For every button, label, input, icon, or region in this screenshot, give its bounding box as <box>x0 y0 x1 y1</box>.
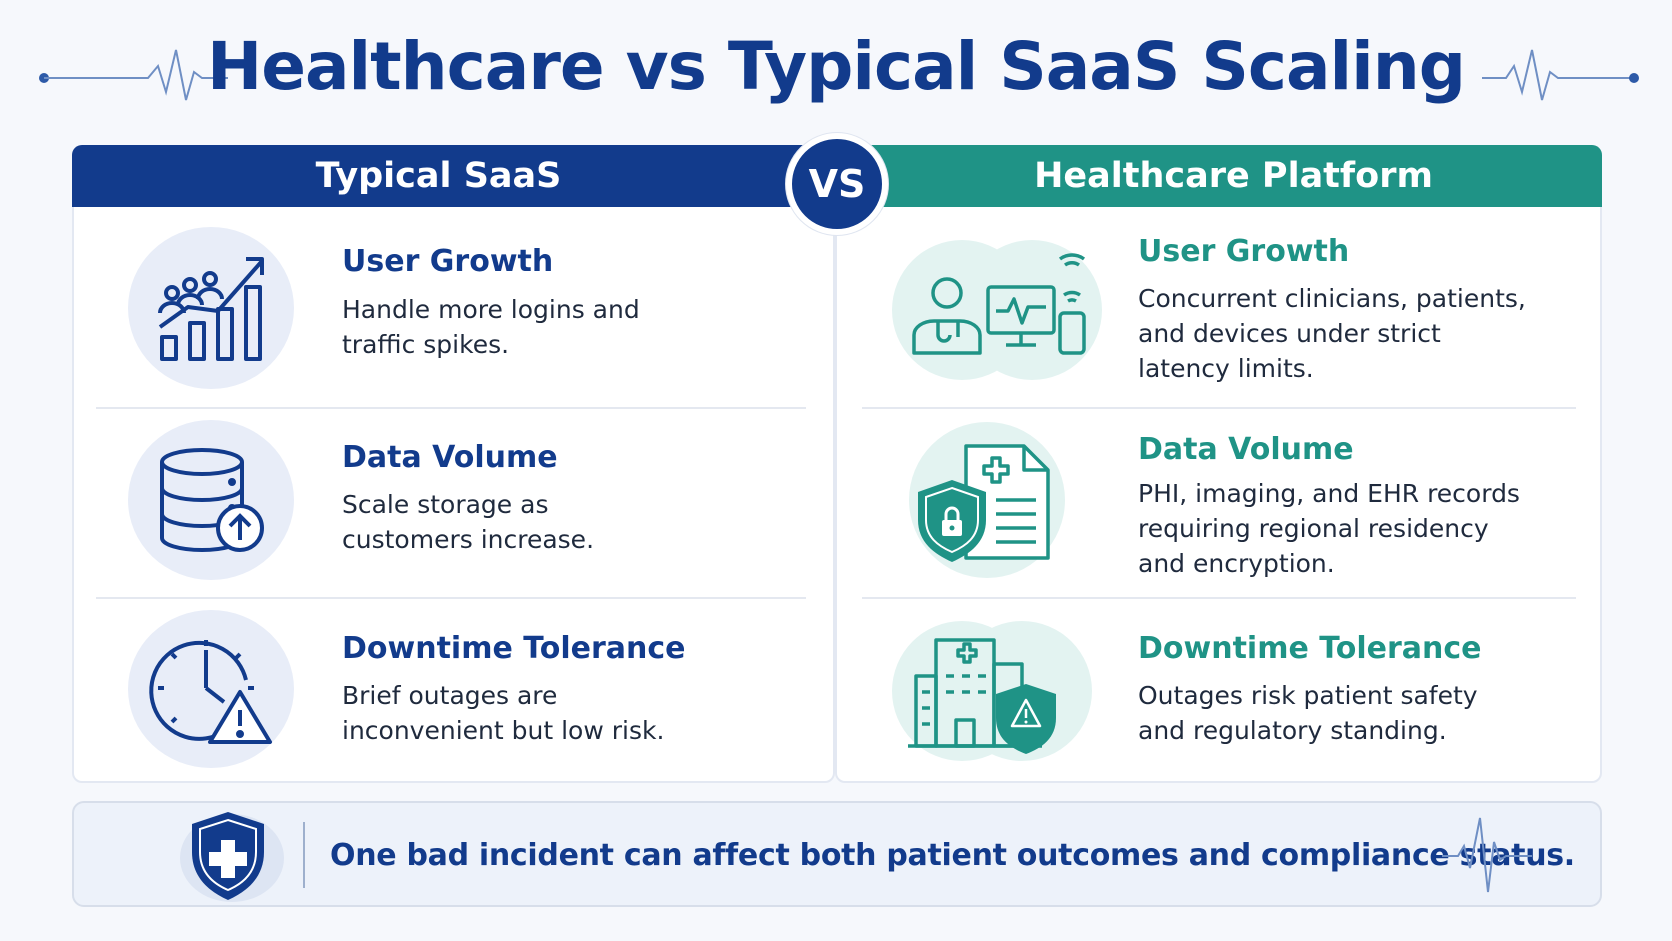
growth-chart-users-icon <box>128 227 294 389</box>
column-header-label: Typical SaaS <box>315 156 562 196</box>
typical-saas-header: Typical SaaS <box>72 145 835 207</box>
row-divider <box>862 407 1576 409</box>
row-description: Scale storage as customers increase. <box>342 490 595 554</box>
row-divider <box>862 597 1576 599</box>
heartbeat-line-icon <box>39 49 228 101</box>
shield-medical-record-icon <box>892 422 1082 578</box>
medical-shield-icon <box>180 812 284 902</box>
bottom-banner <box>72 801 1602 907</box>
row-description: Handle more logins and traffic spikes. <box>342 295 640 359</box>
row-title: User Growth <box>342 244 554 279</box>
row-description: Brief outages are inconvenient but low r… <box>342 681 665 745</box>
heartbeat-line-icon <box>1482 49 1639 101</box>
row-title: Data Volume <box>1138 432 1354 467</box>
vs-badge: VS <box>786 133 888 235</box>
row-description: Concurrent clinicians, patients, and dev… <box>1138 284 1526 383</box>
column-header-label: Healthcare Platform <box>1034 156 1433 196</box>
clinician-monitor-phone-icon <box>892 235 1102 385</box>
row-divider <box>96 407 806 409</box>
row-divider <box>96 597 806 599</box>
banner-separator <box>303 822 305 888</box>
hospital-warning-shield-icon <box>892 614 1092 768</box>
clock-warning-icon <box>128 610 294 768</box>
row-title: User Growth <box>1138 234 1350 269</box>
row-title: Downtime Tolerance <box>342 631 686 666</box>
row-description: PHI, imaging, and EHR records requiring … <box>1138 479 1520 578</box>
heartbeat-line-icon <box>1442 817 1532 893</box>
healthcare-header: Healthcare Platform <box>835 145 1602 207</box>
row-title: Downtime Tolerance <box>1138 631 1482 666</box>
banner-message: One bad incident can affect both patient… <box>330 838 1575 873</box>
row-title: Data Volume <box>342 440 558 475</box>
row-description: Outages risk patient safety and regulato… <box>1138 681 1478 745</box>
database-upload-icon <box>128 420 294 580</box>
page-title: Healthcare vs Typical SaaS Scaling <box>206 28 1466 105</box>
